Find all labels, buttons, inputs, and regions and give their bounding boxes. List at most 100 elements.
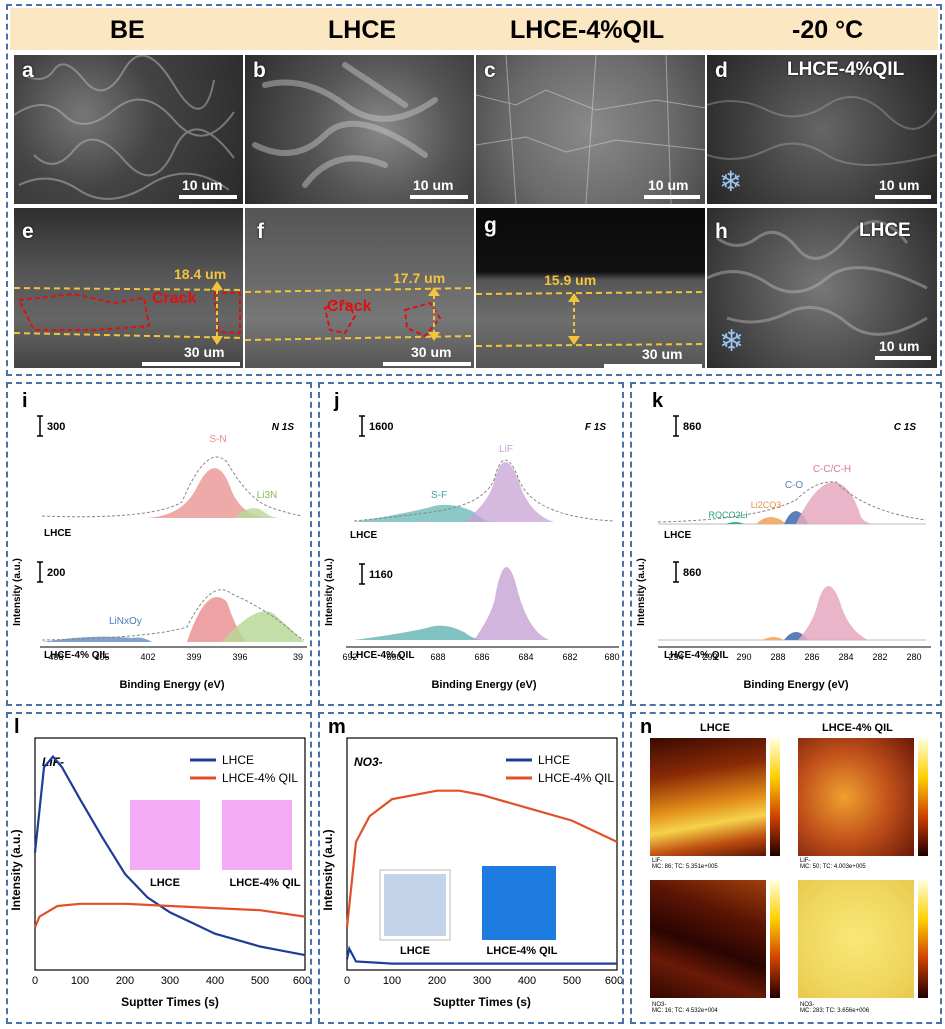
xps-frame-j bbox=[318, 382, 624, 706]
tof-chart-l: Intensity (a.u.) LiF- LHCE LHCE-4% QIL L… bbox=[10, 737, 310, 1009]
panel-label-e: e bbox=[22, 220, 34, 243]
fit-envelope-top bbox=[657, 481, 927, 523]
thickness-label-e: 18.4 um bbox=[174, 266, 227, 282]
svg-text:294: 294 bbox=[668, 652, 683, 662]
svg-text:100: 100 bbox=[71, 975, 89, 987]
map-col-lhce: LHCE bbox=[700, 722, 730, 734]
peak-s-n-top bbox=[42, 468, 302, 518]
panel-label-i: i bbox=[22, 390, 28, 412]
svg-text:684: 684 bbox=[518, 652, 533, 662]
panel-label-g: g bbox=[484, 214, 497, 237]
panel-label-m: m bbox=[328, 716, 346, 738]
top-scale: 1600 bbox=[369, 421, 393, 433]
bottom-sample: LHCE-4% QIL bbox=[350, 650, 414, 661]
xps-frame-i bbox=[6, 382, 312, 706]
cube-qil bbox=[482, 866, 556, 940]
cube-label-qil: LHCE-4% QIL bbox=[487, 945, 558, 957]
element-label: C 1S bbox=[894, 422, 917, 433]
thickness-label-f: 17.7 um bbox=[393, 270, 446, 286]
svg-text:690: 690 bbox=[386, 652, 401, 662]
plot-frame bbox=[34, 737, 306, 971]
xps-chart-k: Intensity (a.u.) 860 C 1S C-C/C-H C-O Li… bbox=[636, 415, 931, 691]
series-line-lhce-4-qil bbox=[33, 902, 306, 928]
svg-text:400: 400 bbox=[206, 975, 224, 987]
plot-frame bbox=[346, 737, 618, 971]
x-ticks: 0 100 200 300 400 500 600 bbox=[32, 975, 310, 987]
scale-bar-h bbox=[875, 356, 931, 360]
peak-cc-top bbox=[796, 482, 876, 524]
panel-label-f: f bbox=[257, 220, 264, 243]
svg-text:600: 600 bbox=[605, 975, 622, 987]
svg-text:292: 292 bbox=[702, 652, 717, 662]
panel-label-h: h bbox=[715, 220, 728, 243]
peak-li2co3-bottom bbox=[762, 637, 784, 640]
sem-image-b: b 10 um bbox=[245, 55, 474, 204]
panel-label-k: k bbox=[652, 390, 664, 412]
peak-label-c-o: C-O bbox=[785, 480, 804, 491]
svg-text:280: 280 bbox=[906, 652, 921, 662]
svg-text:680: 680 bbox=[604, 652, 619, 662]
maps-frame-n bbox=[630, 712, 942, 1024]
peak-label-lif: LiF bbox=[499, 444, 513, 455]
svg-text:100: 100 bbox=[383, 975, 401, 987]
xps-frame-k bbox=[630, 382, 942, 706]
sem-image-g: g 15.9 um 30 um bbox=[476, 208, 705, 368]
bottom-sample: LHCE-4% QIL bbox=[44, 650, 108, 661]
top-sample: LHCE bbox=[664, 530, 692, 541]
crack-label-e: Crack bbox=[152, 290, 197, 307]
y-axis-label: Intensity (a.u.) bbox=[12, 558, 23, 626]
colorbar bbox=[918, 738, 928, 856]
svg-text:688: 688 bbox=[430, 652, 445, 662]
colorbar bbox=[770, 880, 780, 998]
svg-text:290: 290 bbox=[736, 652, 751, 662]
header-lhce-qil: LHCE-4%QIL bbox=[510, 16, 665, 44]
scale-bar-bottom bbox=[359, 563, 365, 585]
y-axis-label: Intensity (a.u.) bbox=[10, 829, 23, 910]
bottom-scale: 860 bbox=[683, 567, 701, 579]
xps-chart-j: Intensity (a.u.) 1600 F 1S LiF S-F LHCE … bbox=[324, 415, 620, 691]
y-axis-label: Intensity (a.u.) bbox=[322, 829, 335, 910]
x-axis-label: Binding Energy (eV) bbox=[431, 679, 536, 691]
snowflake-icon: ❄ bbox=[719, 325, 745, 358]
svg-text:300: 300 bbox=[161, 975, 179, 987]
peak-li3n-top bbox=[234, 508, 280, 518]
map-lif-qil bbox=[798, 738, 914, 856]
panel-label-d: d bbox=[715, 59, 728, 82]
scale-text-g: 30 um bbox=[642, 346, 683, 362]
scale-bar-bottom bbox=[673, 561, 679, 583]
svg-text:692: 692 bbox=[342, 652, 357, 662]
peak-s-n-bottom bbox=[187, 597, 247, 642]
scale-text-d: 10 um bbox=[879, 177, 920, 193]
sem-texture-b bbox=[252, 62, 438, 188]
scale-text-c: 10 um bbox=[648, 177, 689, 193]
sem-image-h: h LHCE ❄ 10 um bbox=[707, 208, 937, 368]
panel-label-c: c bbox=[484, 59, 496, 82]
panel-label-a: a bbox=[22, 59, 34, 82]
series-line-lhce bbox=[33, 754, 306, 957]
scale-bar-bottom bbox=[37, 561, 43, 583]
svg-text:282: 282 bbox=[872, 652, 887, 662]
peak-lif-top bbox=[464, 462, 554, 522]
x-axis-label: Suptter Times (s) bbox=[433, 995, 531, 1009]
cube-lhce-fill bbox=[384, 874, 446, 936]
x-axis-label: Binding Energy (eV) bbox=[743, 679, 848, 691]
svg-text:39: 39 bbox=[293, 652, 303, 662]
scale-text-f: 30 um bbox=[411, 344, 452, 360]
cube-qil bbox=[222, 800, 292, 870]
svg-text:399: 399 bbox=[186, 652, 201, 662]
peak-linxoy bbox=[42, 636, 152, 642]
map-caption-no3-lhce: NO3- MC: 16; TC: 4.532e+004 bbox=[652, 1002, 718, 1014]
peak-li2co3-top bbox=[756, 517, 786, 524]
svg-text:300: 300 bbox=[473, 975, 491, 987]
legend-qil: LHCE-4% QIL bbox=[538, 771, 614, 785]
x-ticks: 0 100 200 300 400 500 600 bbox=[344, 975, 622, 987]
scale-bar-b bbox=[410, 195, 468, 199]
svg-text:288: 288 bbox=[770, 652, 785, 662]
svg-text:408: 408 bbox=[48, 652, 63, 662]
map-no3-lhce bbox=[650, 880, 766, 998]
peak-label-cc: C-C/C-H bbox=[813, 464, 851, 475]
map-caption-no3-qil: NO3- MC: 283; TC: 3.656e+006 bbox=[800, 1002, 870, 1014]
svg-text:686: 686 bbox=[474, 652, 489, 662]
peak-label-li3n: Li3N bbox=[257, 490, 278, 501]
y-axis-label: Intensity (a.u.) bbox=[324, 558, 335, 626]
